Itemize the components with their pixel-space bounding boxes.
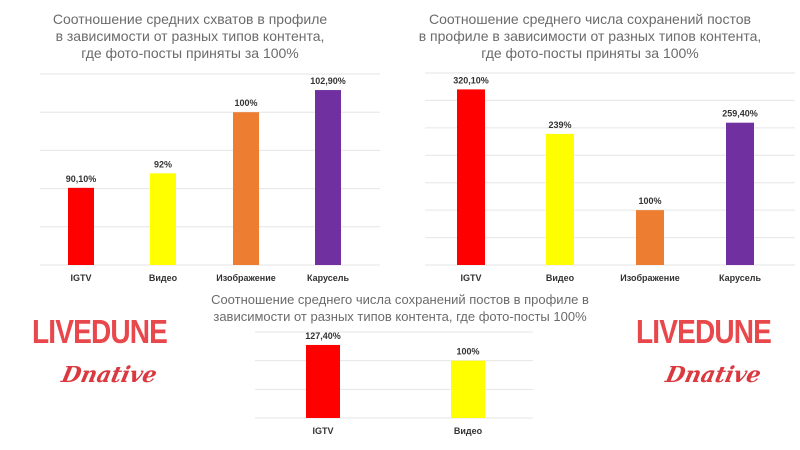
chart-2-category-label: Изображение xyxy=(620,273,680,283)
chart-2-bar-4 xyxy=(726,122,754,266)
chart-1-value-label: 90,10% xyxy=(66,174,97,184)
chart-1-value-label: 92% xyxy=(154,159,172,169)
chart-1-value-label: 100% xyxy=(234,98,257,108)
chart-1-category-label: Видео xyxy=(149,273,178,283)
chart-2-title-line: Соотношение среднего числа сохранений по… xyxy=(429,11,751,27)
chart-1-bar-3 xyxy=(233,112,259,265)
chart-2-value-label: 239% xyxy=(548,120,571,130)
chart-3-category-label: Видео xyxy=(454,426,483,436)
chart-1-bar-4 xyxy=(315,90,341,265)
chart-1-category-label: Карусель xyxy=(307,273,349,283)
chart-3-bar-1 xyxy=(306,344,340,418)
chart-2-bar-3 xyxy=(636,210,664,265)
chart-2-title-line: в профиле в зависимости от разных типов … xyxy=(419,28,762,44)
chart-2-bar-1 xyxy=(457,89,485,265)
chart-1-bar-2 xyxy=(150,173,176,265)
chart-1-bar-1 xyxy=(68,187,94,265)
chart-2-value-label: 259,40% xyxy=(722,109,758,119)
chart-1-title-line: Соотношение средних схватов в профиле xyxy=(53,11,328,27)
chart-3-title-line: зависимости от разных типов контента, гд… xyxy=(213,309,587,324)
chart-3-title-line: Соотношение среднего числа сохранений по… xyxy=(211,292,589,307)
chart-1-category-label: IGTV xyxy=(70,273,91,283)
dnative-logo-right: Dnative xyxy=(663,362,764,388)
chart-3-bar-2 xyxy=(451,360,485,418)
chart-2-value-label: 100% xyxy=(638,196,661,206)
livedune-logo-right: LIVEDUNE xyxy=(636,313,772,350)
chart-1-title-line: где фото-посты приняты за 100% xyxy=(81,45,299,61)
chart-2-bar-2 xyxy=(546,133,574,265)
chart-1-value-label: 102,90% xyxy=(310,76,346,86)
chart-3-value-label: 127,40% xyxy=(305,331,341,341)
chart-3-category-label: IGTV xyxy=(312,426,333,436)
chart-3-value-label: 100% xyxy=(456,347,479,357)
chart-2-category-label: Карусель xyxy=(719,273,761,283)
chart-2-title-line: где фото-посты приняты за 100% xyxy=(481,45,699,61)
chart-2-value-label: 320,10% xyxy=(453,75,489,85)
chart-2-category-label: IGTV xyxy=(460,273,481,283)
chart-1-title-line: в зависимости от разных типов контента, xyxy=(56,28,325,44)
livedune-logo-left: LIVEDUNE xyxy=(32,313,168,350)
chart-2-category-label: Видео xyxy=(546,273,575,283)
dnative-logo-left: Dnative xyxy=(59,362,160,388)
chart-1-category-label: Изображение xyxy=(216,273,276,283)
